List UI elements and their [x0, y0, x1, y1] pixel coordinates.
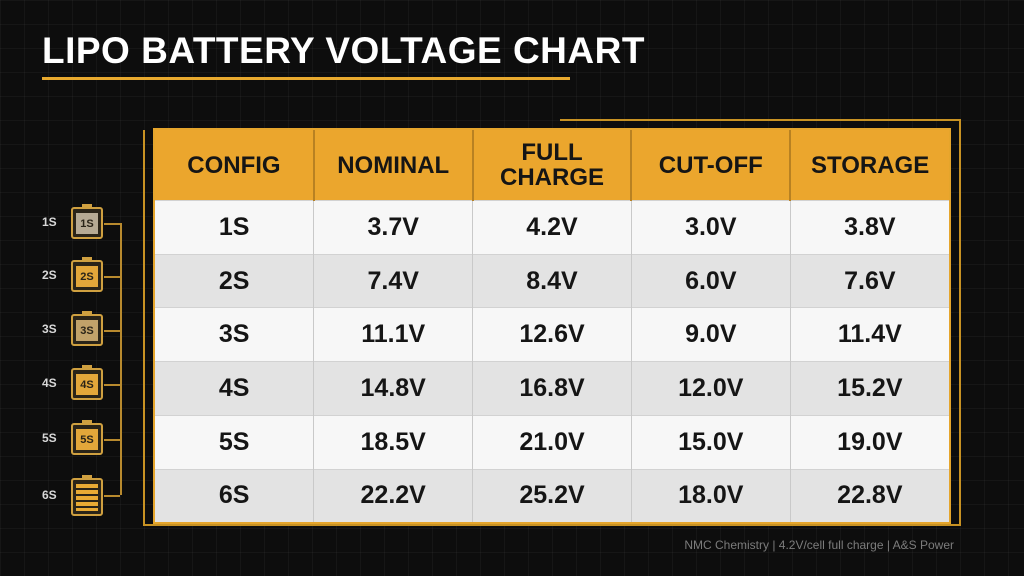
table-row: 5S 18.5V 21.0V 15.0V 19.0V [155, 414, 949, 470]
table-cell: 3.0V [631, 200, 791, 255]
battery-cell-icon-4s: 4S [71, 365, 103, 400]
frame-line-right [959, 119, 961, 524]
title-underline [42, 77, 570, 80]
table-cell: 12.0V [631, 361, 791, 416]
table-cell: 22.8V [790, 468, 949, 522]
table-cell: 18.5V [313, 414, 474, 470]
cell-connector [104, 384, 120, 386]
table-cell: 2S [155, 253, 315, 308]
cell-connector [104, 439, 120, 441]
table-cell: 1S [155, 200, 315, 255]
header-storage: STORAGE [790, 130, 949, 201]
table-header-row: CONFIG NOMINAL FULL CHARGE CUT-OFF STORA… [155, 130, 949, 201]
frame-line-bottom [143, 524, 961, 526]
battery-cell-icon-1s: 1S [71, 204, 103, 239]
table-cell: 15.0V [631, 414, 791, 470]
table-cell: 3.7V [313, 200, 474, 255]
cell-label-1s: 1S [42, 215, 57, 229]
table-cell: 19.0V [790, 414, 949, 470]
battery-cell-icon-2s: 2S [71, 257, 103, 292]
table-cell: 6.0V [631, 253, 791, 308]
footer-caption: NMC Chemistry | 4.2V/cell full charge | … [684, 538, 954, 552]
table-cell: 4.2V [472, 200, 632, 255]
table-cell: 16.8V [472, 361, 632, 416]
table-cell: 9.0V [631, 307, 791, 362]
table-cell: 22.2V [313, 468, 474, 522]
table-cell: 12.6V [472, 307, 632, 362]
cell-label-5s: 5S [42, 431, 57, 445]
table-row: 2S 7.4V 8.4V 6.0V 7.6V [155, 253, 949, 308]
table-row: 6S 22.2V 25.2V 18.0V 22.8V [155, 468, 949, 522]
header-full-charge: FULL CHARGE [472, 130, 633, 201]
battery-cell-icon-3s: 3S [71, 311, 103, 346]
cell-connector [104, 276, 120, 278]
table-cell: 11.4V [790, 307, 949, 362]
frame-line-left [143, 130, 145, 526]
table-cell: 7.6V [790, 253, 949, 308]
cell-label-6s: 6S [42, 488, 57, 502]
table-row: 4S 14.8V 16.8V 12.0V 15.2V [155, 361, 949, 416]
table-cell: 14.8V [313, 361, 474, 416]
cell-connector [104, 495, 120, 497]
table-cell: 7.4V [313, 253, 474, 308]
table-cell: 3.8V [790, 200, 949, 255]
table-cell: 6S [155, 468, 315, 522]
table-cell: 8.4V [472, 253, 632, 308]
cell-connector [104, 330, 120, 332]
header-nominal: NOMINAL [313, 130, 474, 201]
cell-stack-diagram: 1S 1S 2S 2S 3S 3S 4S 4S 5S 5S 6S [0, 0, 140, 576]
cell-bus-line [120, 223, 122, 495]
cell-label-3s: 3S [42, 322, 57, 336]
voltage-table: CONFIG NOMINAL FULL CHARGE CUT-OFF STORA… [153, 128, 951, 524]
cell-label-2s: 2S [42, 268, 57, 282]
frame-line-top [560, 119, 960, 121]
page-title: LIPO BATTERY VOLTAGE CHART [42, 30, 645, 71]
table-row: 3S 11.1V 12.6V 9.0V 11.4V [155, 307, 949, 362]
table-cell: 4S [155, 361, 315, 416]
table-cell: 18.0V [631, 468, 791, 522]
table-row: 1S 3.7V 4.2V 3.0V 3.8V [155, 200, 949, 255]
table-cell: 25.2V [472, 468, 632, 522]
cell-label-4s: 4S [42, 376, 57, 390]
table-cell: 15.2V [790, 361, 949, 416]
table-cell: 5S [155, 414, 315, 470]
header-config: CONFIG [155, 130, 315, 201]
table-cell: 21.0V [472, 414, 632, 470]
header-cut-off: CUT-OFF [631, 130, 792, 201]
table-cell: 11.1V [313, 307, 474, 362]
battery-cell-icon-6s [71, 475, 103, 516]
battery-cell-icon-5s: 5S [71, 420, 103, 455]
cell-connector [104, 223, 120, 225]
table-cell: 3S [155, 307, 315, 362]
